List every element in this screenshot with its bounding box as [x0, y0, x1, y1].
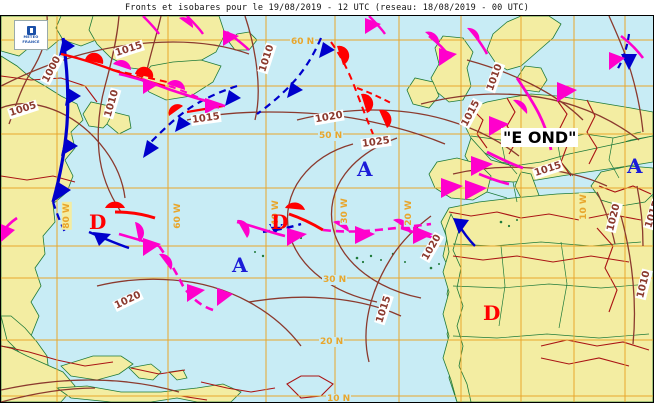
warm-front-line-usa-low — [114, 210, 156, 220]
occluded-line-east-atl — [322, 222, 432, 233]
occluded-fronts — [1, 16, 645, 312]
pressure-center-high: A — [357, 157, 373, 181]
chart-title: Fronts et isobares pour le 19/08/2019 - … — [124, 2, 530, 13]
land-cuba — [60, 355, 134, 381]
logo-line1: METEO — [23, 35, 39, 40]
pressure-center-low: D — [483, 301, 501, 325]
front-layer — [1, 16, 645, 312]
graticule-label: 20 N — [319, 337, 345, 347]
occluded-marks-top — [365, 18, 381, 34]
cold-front-line-usa-tail — [51, 201, 66, 233]
warm-front-line-greenland-dash — [112, 69, 168, 83]
occluded-marks-germany — [489, 82, 577, 136]
land-south-america-north — [55, 383, 242, 402]
cold-front-barbs-usa — [53, 38, 81, 202]
cold-front-barbs-north — [287, 42, 335, 98]
occluded-line-alps — [486, 150, 524, 170]
occluded-marks-gb — [425, 31, 457, 66]
graticule-lines — [1, 16, 653, 402]
occluded-line-top-c — [142, 16, 160, 35]
warm-front-line-north — [330, 41, 374, 135]
occluded-line-baltic-occ — [620, 34, 645, 59]
logo-mark-icon — [26, 26, 36, 36]
chart-title-bar: Fronts et isobares pour le 19/08/2019 - … — [0, 0, 654, 15]
graticule-label: 60 W — [172, 202, 183, 230]
occluded-marks-baltic-occ — [609, 52, 625, 70]
occluded-marks-east-coast — [135, 222, 161, 256]
occluded-line-top-b — [186, 16, 204, 35]
occluded-marks-mid-atl — [237, 219, 307, 246]
pressure-center-high: A — [232, 253, 248, 277]
graticule-label: 80 W — [61, 202, 72, 230]
occluded-marks-sw — [159, 253, 233, 306]
occluded-marks-iceland — [223, 30, 239, 46]
cold-front-barbs-mid — [143, 90, 241, 158]
map-frame: 1000 1005 1010 1015 1010 1015 1020 1025 1020 1020… — [0, 15, 654, 403]
cold-front-line-mid — [150, 84, 238, 143]
land-north-america — [1, 55, 84, 349]
pressure-center-high: A — [627, 154, 643, 178]
land-scandinavia — [486, 16, 562, 71]
occluded-marks-west — [1, 224, 15, 242]
graticule-label: 30 W — [339, 197, 350, 225]
cold-front-barbs-morocco — [453, 218, 469, 234]
warm-front-bumps-atl-low — [285, 202, 305, 210]
warm-front-bumps-newf — [168, 104, 183, 116]
graticule-label: 30 N — [322, 275, 348, 285]
occluded-line-medit — [478, 172, 510, 186]
cold-front-line-north — [256, 37, 323, 115]
land-hispaniola — [128, 363, 162, 381]
warm-front-line-atl-low — [288, 212, 324, 232]
cold-front-line-east-usa — [88, 230, 130, 250]
logo-line2: FRANCE — [22, 39, 40, 44]
graticule-layer — [1, 16, 653, 402]
meteo-france-logo: METEO FRANCE — [14, 20, 48, 50]
warm-front-bumps-usa-low — [105, 201, 125, 208]
land-turkey — [590, 165, 653, 207]
islands — [254, 219, 518, 270]
pressure-center-low: D — [89, 210, 107, 234]
pressure-center-low: D — [271, 210, 289, 234]
cold-front-line-baltic — [616, 33, 631, 71]
occluded-marks-atlantic-n — [113, 60, 223, 114]
graticule-label: 60 N — [290, 37, 316, 47]
occluded-line-dash-n — [168, 85, 220, 109]
graticule-label: 50 N — [318, 131, 344, 141]
warm-front-bumps-north — [337, 45, 392, 128]
cold-front-barbs-east-usa — [93, 232, 111, 246]
named-feature-label: "E OND" — [501, 128, 579, 147]
occluded-marks-top-b — [179, 17, 194, 28]
graticule-label: 20 W — [403, 199, 414, 227]
graticule-label: 10 N — [326, 394, 352, 403]
occluded-marks-alps — [471, 156, 493, 176]
cold-front-barbs-baltic — [621, 54, 637, 70]
cold-front-line-usa — [51, 37, 70, 203]
warm-front-line-mid-atl — [356, 87, 394, 105]
graticule-label: 10 W — [578, 193, 589, 221]
occluded-marks-medit — [441, 178, 487, 200]
warm-front-bumps-greenland — [85, 52, 154, 78]
occluded-marks-norway — [467, 27, 480, 42]
